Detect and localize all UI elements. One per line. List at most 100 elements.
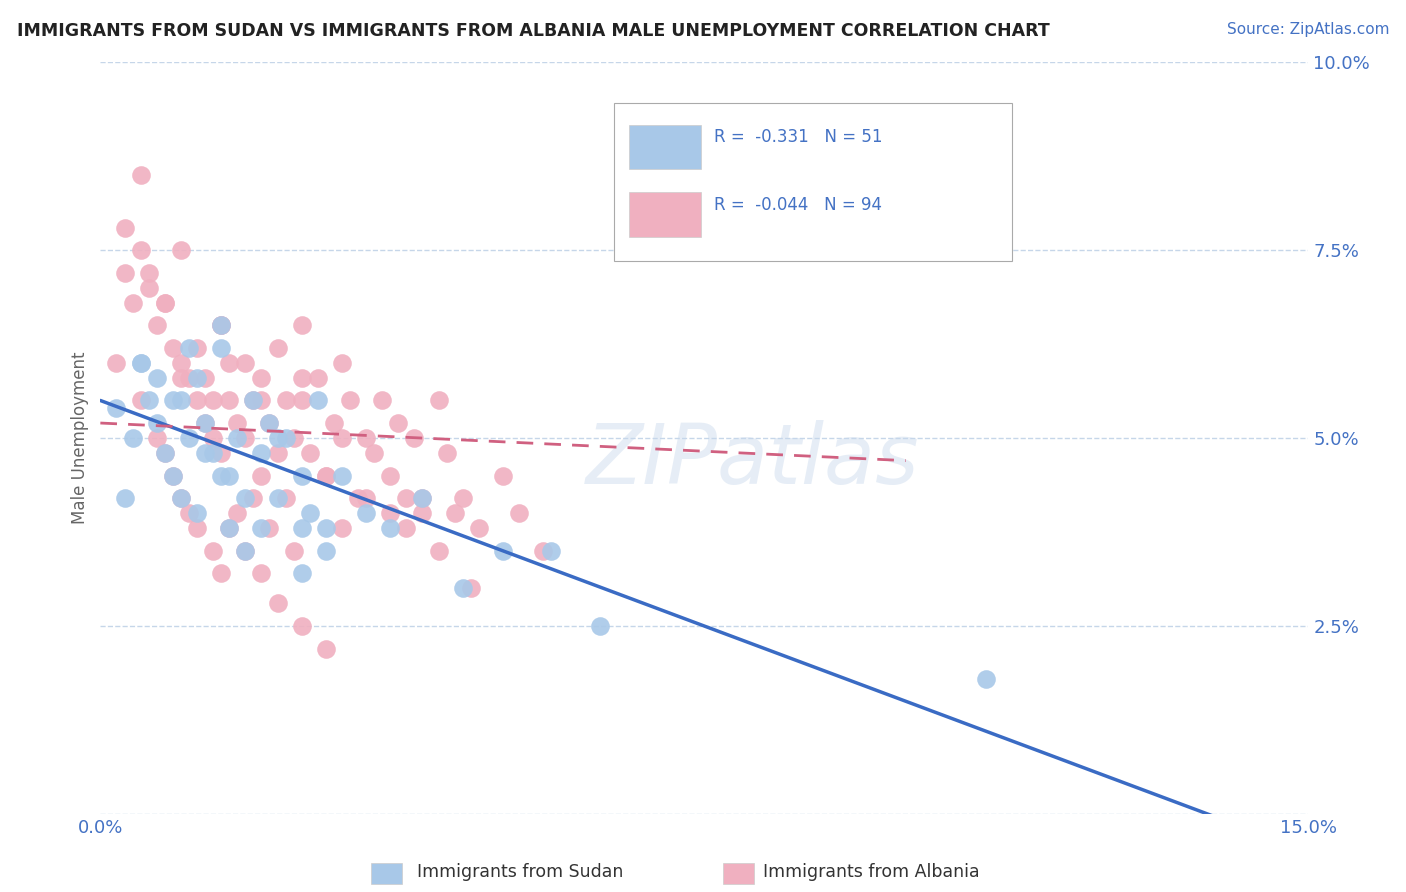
Point bbox=[105, 401, 128, 415]
Point bbox=[218, 393, 240, 408]
Point bbox=[129, 243, 152, 257]
Point bbox=[138, 281, 160, 295]
Point bbox=[233, 356, 256, 370]
Point bbox=[194, 416, 217, 430]
Point bbox=[315, 544, 337, 558]
Point bbox=[233, 544, 256, 558]
Point bbox=[540, 544, 562, 558]
Point bbox=[170, 491, 193, 506]
Point bbox=[427, 544, 450, 558]
Text: R =  -0.044   N = 94: R = -0.044 N = 94 bbox=[714, 196, 882, 214]
Point bbox=[274, 431, 297, 445]
Point bbox=[186, 341, 208, 355]
Point bbox=[322, 416, 344, 430]
Point bbox=[266, 446, 288, 460]
Point bbox=[162, 393, 184, 408]
Point bbox=[194, 446, 217, 460]
Point bbox=[170, 356, 193, 370]
Point bbox=[298, 446, 321, 460]
Y-axis label: Male Unemployment: Male Unemployment bbox=[72, 351, 89, 524]
FancyBboxPatch shape bbox=[614, 103, 1012, 261]
Point bbox=[218, 356, 240, 370]
Point bbox=[162, 468, 184, 483]
Point bbox=[177, 371, 200, 385]
Point bbox=[202, 544, 225, 558]
Point bbox=[129, 168, 152, 182]
Point bbox=[209, 566, 232, 581]
Point bbox=[145, 431, 167, 445]
Point bbox=[242, 393, 264, 408]
Point bbox=[202, 446, 225, 460]
Point bbox=[129, 356, 152, 370]
Point bbox=[145, 416, 167, 430]
Text: Immigrants from Albania: Immigrants from Albania bbox=[763, 863, 980, 881]
Point bbox=[266, 431, 288, 445]
Point bbox=[186, 521, 208, 535]
Point bbox=[307, 371, 329, 385]
Point bbox=[242, 491, 264, 506]
Point bbox=[283, 544, 305, 558]
Point bbox=[404, 431, 426, 445]
Point bbox=[209, 468, 232, 483]
Point bbox=[202, 393, 225, 408]
Point bbox=[411, 506, 433, 520]
Point bbox=[226, 506, 249, 520]
Point bbox=[266, 341, 288, 355]
Text: Source: ZipAtlas.com: Source: ZipAtlas.com bbox=[1226, 22, 1389, 37]
Point bbox=[153, 295, 176, 310]
Point bbox=[250, 446, 273, 460]
Point bbox=[218, 521, 240, 535]
Point bbox=[274, 393, 297, 408]
Point bbox=[226, 416, 249, 430]
Point bbox=[330, 468, 353, 483]
Point bbox=[451, 491, 474, 506]
Point bbox=[209, 318, 232, 333]
Point bbox=[114, 266, 136, 280]
Point bbox=[177, 341, 200, 355]
Point bbox=[460, 582, 482, 596]
Point bbox=[145, 318, 167, 333]
Point bbox=[194, 371, 217, 385]
Point bbox=[177, 506, 200, 520]
Point bbox=[170, 243, 193, 257]
Point bbox=[170, 393, 193, 408]
Point bbox=[209, 318, 232, 333]
Text: IMMIGRANTS FROM SUDAN VS IMMIGRANTS FROM ALBANIA MALE UNEMPLOYMENT CORRELATION C: IMMIGRANTS FROM SUDAN VS IMMIGRANTS FROM… bbox=[17, 22, 1050, 40]
Point bbox=[153, 295, 176, 310]
Point bbox=[354, 431, 377, 445]
Point bbox=[339, 393, 361, 408]
Point bbox=[492, 468, 515, 483]
Point bbox=[259, 416, 281, 430]
Point bbox=[145, 371, 167, 385]
Point bbox=[588, 619, 610, 633]
Point bbox=[114, 220, 136, 235]
Point bbox=[380, 521, 402, 535]
Point bbox=[291, 393, 314, 408]
Point bbox=[218, 521, 240, 535]
Point bbox=[259, 416, 281, 430]
Point bbox=[315, 641, 337, 656]
Point bbox=[291, 318, 314, 333]
Point bbox=[177, 431, 200, 445]
FancyBboxPatch shape bbox=[630, 125, 700, 169]
Point bbox=[266, 597, 288, 611]
Point bbox=[209, 341, 232, 355]
Point bbox=[114, 491, 136, 506]
Point bbox=[411, 491, 433, 506]
Point bbox=[330, 431, 353, 445]
Point bbox=[291, 566, 314, 581]
Point bbox=[259, 521, 281, 535]
Point bbox=[436, 446, 458, 460]
Point bbox=[387, 416, 409, 430]
Point bbox=[291, 521, 314, 535]
Point bbox=[283, 431, 305, 445]
Point bbox=[427, 393, 450, 408]
Point bbox=[298, 506, 321, 520]
Point bbox=[371, 393, 394, 408]
Point bbox=[138, 393, 160, 408]
Text: R =  -0.331   N = 51: R = -0.331 N = 51 bbox=[714, 128, 883, 146]
Point bbox=[307, 393, 329, 408]
Point bbox=[153, 446, 176, 460]
Point bbox=[233, 491, 256, 506]
Point bbox=[250, 468, 273, 483]
